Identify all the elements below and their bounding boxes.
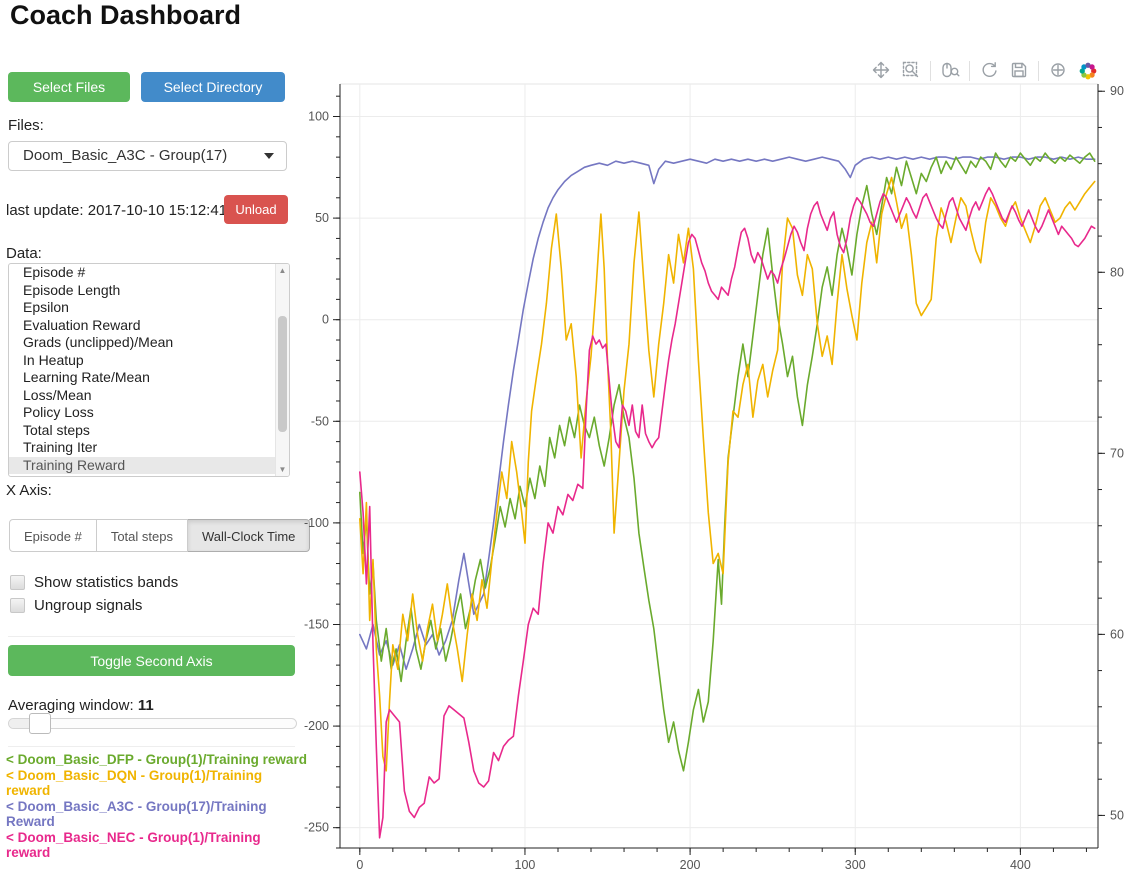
unload-button[interactable]: Unload	[224, 195, 288, 224]
data-option[interactable]: Learning Rate/Mean	[23, 369, 150, 385]
checkbox-label: Ungroup signals	[34, 597, 143, 614]
axis-tick-label: 200	[680, 858, 701, 872]
files-select[interactable]: Doom_Basic_A3C - Group(17)	[8, 141, 287, 171]
wheel-zoom-tool-icon[interactable]	[938, 60, 962, 86]
x-axis-option-episode-[interactable]: Episode #	[9, 519, 97, 552]
select-files-button[interactable]: Select Files	[8, 72, 130, 102]
data-option[interactable]: Training Reward	[9, 456, 289, 474]
divider	[8, 746, 295, 747]
data-option[interactable]: Grads (unclipped)/Mean	[23, 334, 174, 350]
legend-item[interactable]: < Doom_Basic_NEC - Group(1)/Training rew…	[6, 829, 261, 861]
select-directory-button[interactable]: Select Directory	[141, 72, 285, 102]
x-axis-toggle-group: Episode # Total steps Wall-Clock Time	[9, 519, 311, 552]
axis-tick-label: 0	[356, 858, 363, 872]
training-reward-plot[interactable]: 100 50 0 -50 -100 -150 -200 -250 90 80 70 60 50 0 100 2…	[300, 50, 1142, 881]
axis-tick-label: 0	[322, 313, 329, 327]
files-select-value: Doom_Basic_A3C - Group(17)	[23, 147, 228, 164]
axis-tick-label: 300	[845, 858, 866, 872]
axis-tick-label: -250	[304, 821, 329, 835]
series-line-doom_basic_nec	[359, 186, 1096, 839]
listbox-scrollbar[interactable]: ▲ ▼	[275, 264, 289, 476]
checkbox-show-statistics-bands[interactable]: Show statistics bands	[10, 574, 178, 591]
series-line-doom_basic_a3c	[359, 156, 1096, 670]
data-option[interactable]: In Heatup	[23, 351, 84, 368]
data-listbox[interactable]: Episode # Episode Length Epsilon Evaluation…	[8, 263, 290, 477]
x-axis-option-total-steps[interactable]: Total steps	[96, 519, 188, 552]
axis-tick-label: 100	[308, 110, 329, 124]
legend-item[interactable]: < Doom_Basic_DFP - Group(1)/Training rew…	[6, 752, 307, 767]
page-title: Coach Dashboard	[10, 0, 242, 30]
divider	[8, 636, 295, 637]
series-line-doom_basic_dqn	[359, 176, 1096, 772]
save-tool-icon[interactable]	[1007, 60, 1031, 86]
checkbox-unchecked-icon[interactable]	[10, 575, 25, 590]
axis-tick-label: -150	[304, 617, 329, 631]
chevron-down-icon	[264, 153, 274, 159]
files-label: Files:	[8, 117, 44, 134]
checkbox-ungroup-signals[interactable]: Ungroup signals	[10, 597, 142, 614]
checkbox-unchecked-icon[interactable]	[10, 598, 25, 613]
data-option[interactable]: Episode Length	[23, 281, 121, 298]
toolbar-divider	[930, 61, 931, 81]
scrollbar-thumb[interactable]	[277, 316, 287, 432]
averaging-window-label: Averaging window: 11	[8, 697, 154, 714]
axis-tick-label: 100	[515, 858, 536, 872]
axis-tick-label: 50	[1110, 808, 1124, 822]
scroll-down-icon[interactable]: ▼	[278, 465, 287, 474]
toolbar-divider	[1038, 61, 1039, 81]
data-option[interactable]: Training Iter	[23, 439, 98, 455]
reset-tool-icon[interactable]	[977, 60, 1001, 86]
x-axis-option-wall-clock-time[interactable]: Wall-Clock Time	[187, 519, 311, 552]
axis-tick-label: 60	[1110, 627, 1124, 641]
axis-tick-label: 80	[1110, 265, 1124, 279]
toolbar-divider	[969, 61, 970, 81]
last-update-text: last update: 2017-10-10 15:12:41	[6, 202, 228, 219]
slider-handle[interactable]	[29, 713, 51, 734]
averaging-window-value: 11	[137, 697, 154, 714]
data-option[interactable]: Epsilon	[23, 299, 69, 315]
averaging-window-slider[interactable]	[8, 713, 297, 734]
legend-item[interactable]: < Doom_Basic_A3C - Group(17)/Training Re…	[6, 798, 267, 830]
data-option[interactable]: Loss/Mean	[23, 386, 92, 403]
axis-tick-label: -50	[311, 414, 329, 428]
axis-tick-label: -100	[304, 516, 329, 530]
data-option[interactable]: Total steps	[23, 421, 90, 438]
axis-tick-label: 70	[1110, 446, 1124, 460]
data-options: Episode # Episode Length Epsilon Evaluation…	[9, 264, 289, 474]
legend-item[interactable]: < Doom_Basic_DQN - Group(1)/Training rew…	[6, 767, 263, 799]
pan-tool-icon[interactable]	[869, 60, 893, 86]
data-label: Data:	[6, 245, 42, 262]
checkbox-label: Show statistics bands	[34, 574, 179, 591]
slider-fill	[9, 719, 37, 728]
axis-tick-label: 400	[1010, 858, 1031, 872]
axis-tick-label: 90	[1110, 84, 1124, 98]
data-option[interactable]: Evaluation Reward	[23, 316, 141, 333]
axis-tick-label: -200	[304, 719, 329, 733]
x-axis-label: X Axis:	[6, 482, 52, 499]
data-option[interactable]: Policy Loss	[23, 404, 94, 420]
toggle-second-axis-button[interactable]: Toggle Second Axis	[8, 645, 295, 676]
bokeh-logo-icon[interactable]	[1076, 60, 1100, 86]
data-option[interactable]: Episode #	[23, 264, 86, 280]
axis-tick-label: 50	[315, 211, 329, 225]
signals-legend: < Doom_Basic_DFP - Group(1)/Training rew…	[6, 752, 308, 861]
scroll-up-icon[interactable]: ▲	[278, 266, 287, 275]
